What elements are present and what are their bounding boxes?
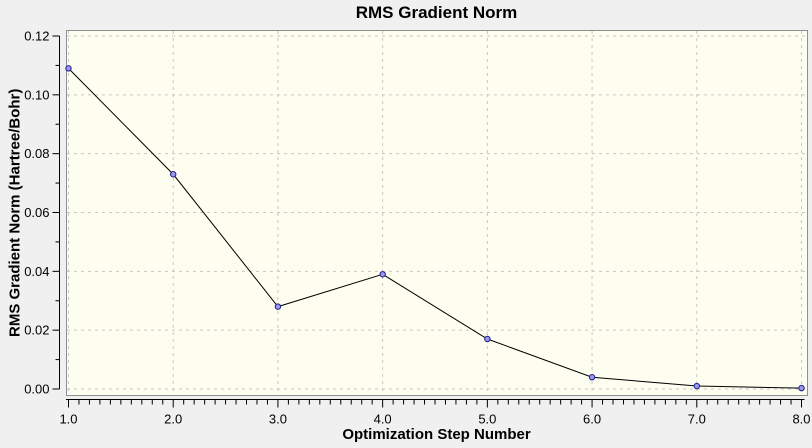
x-tick-label: 8.0 xyxy=(792,412,810,427)
y-tick-label: 0.00 xyxy=(24,382,49,397)
data-point xyxy=(588,374,596,381)
data-point xyxy=(484,335,491,343)
x-tick-label: 2.0 xyxy=(164,412,182,427)
y-tick-label: 0.10 xyxy=(24,87,49,102)
data-point xyxy=(170,171,177,178)
x-tick-label: 3.0 xyxy=(269,412,287,427)
data-line xyxy=(68,68,802,389)
x-tick-label: 1.0 xyxy=(59,412,77,427)
x-tick-label: 4.0 xyxy=(374,412,392,427)
x-tick-label: 6.0 xyxy=(583,412,601,427)
data-point xyxy=(693,382,700,390)
x-axis-title: Optimization Step Number xyxy=(342,426,531,443)
data-point xyxy=(798,384,805,392)
y-tick-label: 0.12 xyxy=(24,29,49,44)
data-point xyxy=(65,65,72,72)
x-tick-label: 7.0 xyxy=(688,412,706,427)
y-tick-label: 0.02 xyxy=(24,323,49,338)
data-point xyxy=(379,271,386,278)
y-tick-label: 0.08 xyxy=(24,146,49,161)
data-point xyxy=(274,303,282,310)
x-tick-label: 5.0 xyxy=(478,412,496,427)
y-tick-label: 0.06 xyxy=(24,205,49,220)
chart-title: RMS Gradient Norm xyxy=(355,3,518,22)
y-tick-label: 0.04 xyxy=(24,264,49,279)
